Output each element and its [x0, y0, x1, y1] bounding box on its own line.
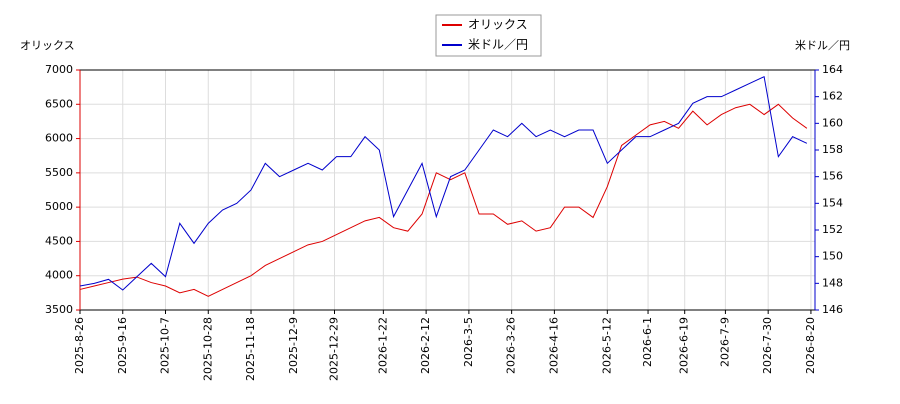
x-tick-label: 2025-8-26: [73, 317, 86, 374]
y2-tick-label: 164: [822, 63, 843, 76]
legend-label: 米ドル／円: [468, 38, 528, 52]
y-tick-label: 3500: [45, 303, 73, 316]
x-tick-label: 2026-6-19: [678, 317, 691, 374]
x-tick-label: 2026-5-12: [600, 317, 613, 374]
x-tick-label: 2026-2-12: [419, 317, 432, 374]
y2-axis-label: 米ドル／円: [795, 39, 850, 52]
y2-tick-label: 150: [822, 250, 843, 263]
legend-box: [435, 14, 542, 57]
plot-frame: [79, 69, 816, 311]
x-tick-label: 2026-3-26: [505, 317, 518, 374]
y-tick-label: 4500: [45, 234, 73, 247]
y-tick-label: 5000: [45, 200, 73, 213]
y2-tick-label: 162: [822, 90, 843, 103]
x-tick-label: 2025-12-9: [287, 317, 300, 374]
y2-tick-label: 148: [822, 276, 843, 289]
x-tick-label: 2026-4-16: [547, 317, 560, 374]
x-tick-label: 2025-9-16: [116, 317, 129, 374]
y2-tick-label: 152: [822, 223, 843, 236]
series-line: [79, 103, 808, 297]
y2-tick-label: 146: [822, 303, 843, 316]
y-tick-label: 6000: [45, 132, 73, 145]
x-tick-label: 2025-10-7: [159, 317, 172, 374]
x-tick-label: 2026-6-1: [641, 317, 654, 367]
y-axis-label: オリックス: [20, 39, 75, 52]
x-tick-label: 2025-12-29: [328, 317, 341, 381]
y-tick-label: 4000: [45, 269, 73, 282]
x-tick-label: 2026-1-22: [376, 317, 389, 374]
y-tick-label: 7000: [45, 63, 73, 76]
x-tick-label: 2025-10-28: [201, 317, 214, 381]
y2-tick-label: 160: [822, 116, 843, 129]
y2-tick-label: 154: [822, 196, 843, 209]
y-tick-label: 5500: [45, 166, 73, 179]
x-tick-label: 2026-8-20: [804, 317, 817, 374]
x-tick-label: 2026-7-9: [718, 317, 731, 367]
legend-label: オリックス: [468, 18, 528, 32]
x-tick-label: 2026-7-30: [761, 317, 774, 374]
y2-tick-label: 158: [822, 143, 843, 156]
x-tick-label: 2025-11-18: [244, 317, 257, 381]
y2-tick-label: 156: [822, 170, 843, 183]
y-tick-label: 6500: [45, 97, 73, 110]
x-tick-label: 2026-3-5: [462, 317, 475, 367]
series-line: [79, 75, 808, 291]
